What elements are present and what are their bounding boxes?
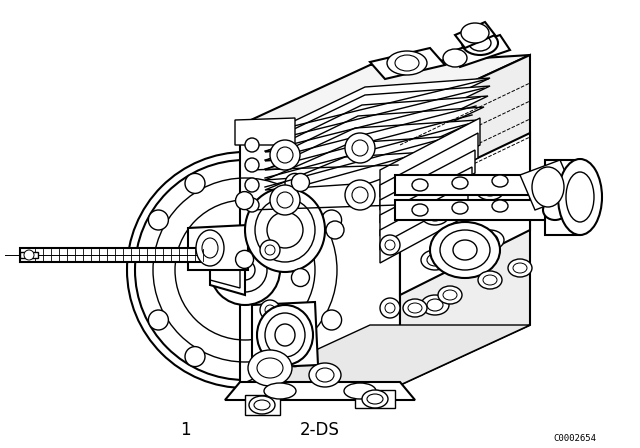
- Polygon shape: [210, 230, 245, 295]
- Ellipse shape: [345, 180, 375, 210]
- Polygon shape: [380, 150, 475, 223]
- Ellipse shape: [249, 396, 275, 414]
- Polygon shape: [235, 118, 295, 145]
- Polygon shape: [265, 135, 470, 180]
- Polygon shape: [240, 325, 530, 385]
- Text: C0002654: C0002654: [554, 434, 596, 443]
- Ellipse shape: [532, 167, 564, 207]
- Polygon shape: [252, 302, 318, 368]
- Ellipse shape: [430, 222, 500, 278]
- Ellipse shape: [558, 159, 602, 235]
- Ellipse shape: [543, 200, 567, 220]
- Ellipse shape: [452, 177, 468, 189]
- Polygon shape: [380, 183, 468, 250]
- Ellipse shape: [421, 295, 449, 315]
- Ellipse shape: [291, 268, 310, 287]
- Ellipse shape: [248, 350, 292, 386]
- Polygon shape: [455, 22, 495, 48]
- Ellipse shape: [245, 178, 259, 192]
- Ellipse shape: [135, 160, 355, 380]
- Polygon shape: [20, 248, 215, 262]
- Ellipse shape: [492, 175, 508, 187]
- Ellipse shape: [476, 180, 504, 200]
- Ellipse shape: [245, 198, 259, 212]
- Ellipse shape: [196, 230, 224, 266]
- Ellipse shape: [210, 235, 280, 305]
- Polygon shape: [380, 200, 463, 263]
- Ellipse shape: [270, 140, 300, 170]
- Ellipse shape: [257, 305, 313, 365]
- Polygon shape: [400, 133, 530, 295]
- Ellipse shape: [264, 383, 296, 399]
- Polygon shape: [395, 175, 555, 195]
- Ellipse shape: [245, 188, 325, 272]
- Polygon shape: [240, 115, 400, 385]
- Ellipse shape: [236, 192, 253, 210]
- Ellipse shape: [461, 23, 489, 43]
- Ellipse shape: [148, 310, 168, 330]
- Polygon shape: [450, 35, 510, 67]
- Polygon shape: [380, 118, 480, 197]
- Polygon shape: [380, 133, 478, 210]
- Polygon shape: [188, 225, 248, 270]
- Polygon shape: [380, 167, 472, 236]
- Ellipse shape: [291, 173, 310, 191]
- Ellipse shape: [452, 202, 468, 214]
- Ellipse shape: [245, 158, 259, 172]
- Ellipse shape: [344, 383, 376, 399]
- Polygon shape: [370, 48, 445, 79]
- Ellipse shape: [260, 240, 280, 260]
- Ellipse shape: [412, 204, 428, 216]
- Ellipse shape: [345, 133, 375, 163]
- Ellipse shape: [270, 185, 300, 215]
- Ellipse shape: [380, 235, 400, 255]
- Ellipse shape: [438, 286, 462, 304]
- Ellipse shape: [322, 210, 342, 230]
- Polygon shape: [245, 395, 280, 415]
- Ellipse shape: [362, 390, 388, 408]
- Ellipse shape: [421, 250, 449, 270]
- Ellipse shape: [543, 175, 567, 195]
- Text: 1: 1: [180, 421, 190, 439]
- Ellipse shape: [476, 230, 504, 250]
- Polygon shape: [265, 107, 484, 161]
- Polygon shape: [265, 120, 478, 170]
- Polygon shape: [225, 382, 415, 400]
- Polygon shape: [265, 150, 460, 190]
- Ellipse shape: [412, 179, 428, 191]
- Ellipse shape: [421, 205, 449, 225]
- Ellipse shape: [462, 31, 498, 55]
- Polygon shape: [395, 200, 555, 220]
- Polygon shape: [265, 78, 490, 135]
- Ellipse shape: [508, 259, 532, 277]
- Polygon shape: [20, 252, 38, 258]
- Ellipse shape: [245, 138, 259, 152]
- Ellipse shape: [285, 173, 305, 194]
- Ellipse shape: [492, 200, 508, 212]
- Ellipse shape: [387, 51, 427, 75]
- Polygon shape: [520, 160, 575, 210]
- Ellipse shape: [185, 173, 205, 194]
- Ellipse shape: [148, 210, 168, 230]
- Polygon shape: [265, 96, 488, 152]
- Polygon shape: [240, 55, 530, 125]
- Ellipse shape: [326, 221, 344, 239]
- Ellipse shape: [443, 49, 467, 67]
- Ellipse shape: [285, 347, 305, 366]
- Polygon shape: [355, 390, 395, 408]
- Ellipse shape: [322, 310, 342, 330]
- Ellipse shape: [236, 250, 253, 268]
- Polygon shape: [400, 55, 530, 385]
- Ellipse shape: [24, 250, 34, 260]
- Text: 2-DS: 2-DS: [300, 421, 340, 439]
- Ellipse shape: [478, 271, 502, 289]
- Ellipse shape: [403, 299, 427, 317]
- Polygon shape: [545, 160, 580, 235]
- Ellipse shape: [260, 300, 280, 320]
- Polygon shape: [265, 86, 490, 143]
- Ellipse shape: [185, 347, 205, 366]
- Ellipse shape: [309, 363, 341, 387]
- Ellipse shape: [380, 298, 400, 318]
